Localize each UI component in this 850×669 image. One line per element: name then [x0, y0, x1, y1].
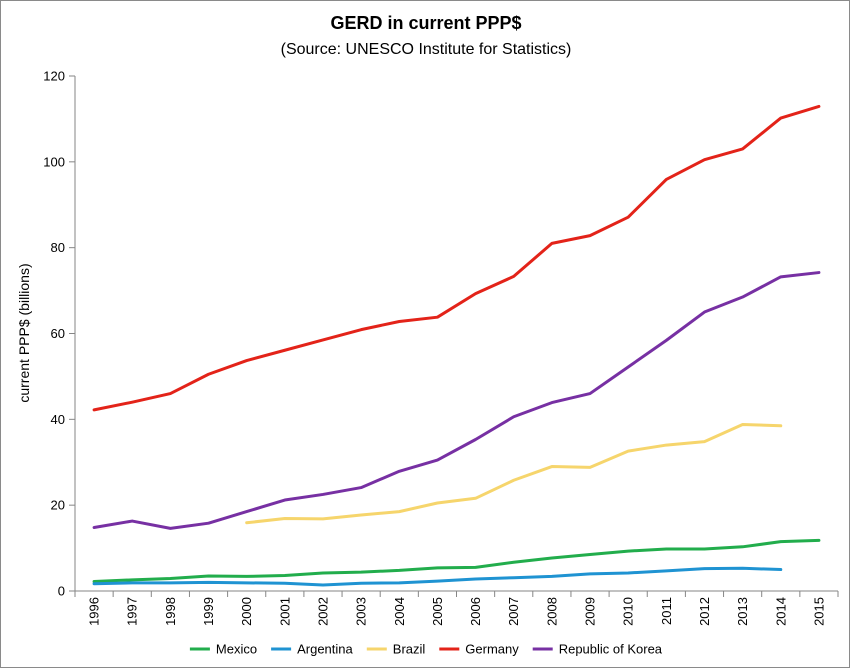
y-tick-label: 100	[43, 154, 65, 169]
x-tick-label: 2013	[735, 597, 750, 626]
legend-item-mexico: Mexico	[189, 642, 257, 657]
x-tick-label: 2002	[315, 597, 330, 626]
y-tick-label: 60	[51, 326, 65, 341]
series-lines	[92, 104, 821, 587]
x-tick-label: 1996	[87, 597, 102, 626]
axes	[69, 75, 839, 597]
legend-label: Brazil	[393, 642, 426, 657]
legend: Mexico Argentina Brazil Germany Republic of …	[189, 642, 663, 657]
legend-item-argentina: Argentina	[271, 642, 354, 657]
x-tick-label: 2011	[659, 597, 674, 625]
x-tick-label: 2004	[392, 597, 407, 626]
series-line-germany	[92, 104, 821, 412]
legend-label: Mexico	[216, 642, 257, 657]
series-line-mexico	[92, 538, 821, 584]
legend-label: Argentina	[297, 642, 353, 657]
x-tick-labels: 1996 1997 1998 1999 2000 2001 2002 2003 2004 2005…	[87, 597, 827, 626]
legend-item-republic-of-korea: Republic of Korea	[532, 642, 663, 657]
y-tick-label: 20	[51, 498, 65, 513]
x-tick-label: 2000	[239, 597, 254, 626]
x-tick-label: 2009	[583, 597, 598, 626]
x-tick-label: 2006	[468, 597, 483, 626]
y-tick-label: 120	[43, 69, 65, 84]
y-tick-label: 40	[51, 412, 65, 427]
x-tick-label: 2008	[544, 597, 559, 626]
x-tick-label: 2012	[697, 597, 712, 626]
y-tick-label: 80	[51, 240, 65, 255]
legend-item-germany: Germany	[439, 642, 519, 657]
x-tick-label: 1997	[125, 597, 140, 626]
chart-subtitle: (Source: UNESCO Institute for Statistics…	[281, 41, 572, 58]
legend-label: Republic of Korea	[559, 642, 663, 657]
x-tick-label: 1999	[201, 597, 216, 626]
y-axis-title: current PPP$ (billions)	[16, 263, 32, 402]
x-tick-label: 2005	[430, 597, 445, 626]
x-tick-label: 2010	[621, 597, 636, 626]
legend-item-brazil: Brazil	[366, 642, 426, 657]
x-tick-label: 2014	[773, 597, 788, 626]
series-line-argentina	[92, 566, 783, 587]
y-tick-labels: 0 20 40 60 80 100 120	[43, 69, 65, 599]
series-line-brazil	[245, 422, 783, 525]
y-tick-label: 0	[58, 584, 65, 599]
x-tick-label: 2007	[506, 597, 521, 626]
x-tick-label: 2001	[277, 597, 292, 626]
x-tick-label: 1998	[163, 597, 178, 626]
series-line-republic-of-korea	[92, 271, 821, 530]
x-tick-label: 2015	[811, 597, 826, 626]
chart-title: GERD in current PPP$	[330, 13, 521, 33]
x-tick-label: 2003	[354, 597, 369, 626]
legend-label: Germany	[465, 642, 519, 657]
